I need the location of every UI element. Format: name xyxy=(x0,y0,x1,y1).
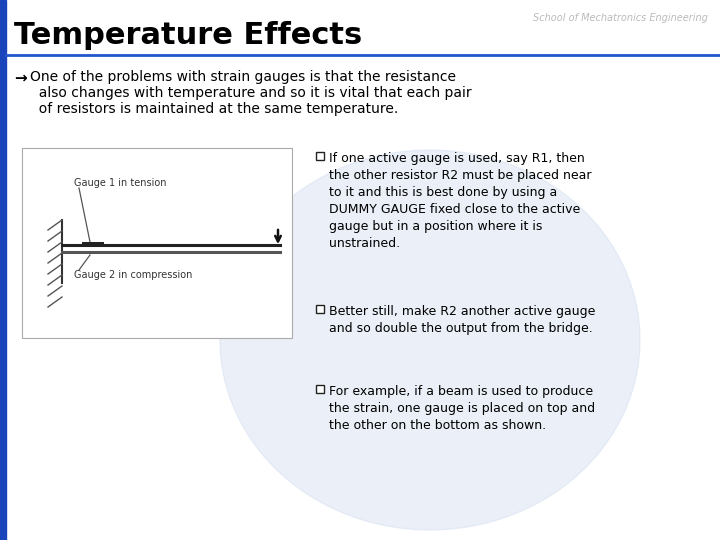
Ellipse shape xyxy=(220,150,640,530)
Bar xyxy=(316,152,324,160)
Text: If one active gauge is used, say R1, then
the other resistor R2 must be placed n: If one active gauge is used, say R1, the… xyxy=(329,152,592,250)
Text: Temperature Effects: Temperature Effects xyxy=(14,22,362,51)
Bar xyxy=(0,0,6,540)
Text: →: → xyxy=(14,70,27,85)
Text: Gauge 2 in compression: Gauge 2 in compression xyxy=(74,270,192,280)
Bar xyxy=(316,305,324,313)
Bar xyxy=(82,242,104,245)
Bar xyxy=(316,385,324,393)
Text: School of Mechatronics Engineering: School of Mechatronics Engineering xyxy=(533,13,708,23)
Text: One of the problems with strain gauges is that the resistance
  also changes wit: One of the problems with strain gauges i… xyxy=(30,70,472,117)
Text: Gauge 1 in tension: Gauge 1 in tension xyxy=(74,178,166,188)
Text: Better still, make R2 another active gauge
and so double the output from the bri: Better still, make R2 another active gau… xyxy=(329,305,595,335)
Bar xyxy=(22,148,292,338)
Text: For example, if a beam is used to produce
the strain, one gauge is placed on top: For example, if a beam is used to produc… xyxy=(329,385,595,432)
